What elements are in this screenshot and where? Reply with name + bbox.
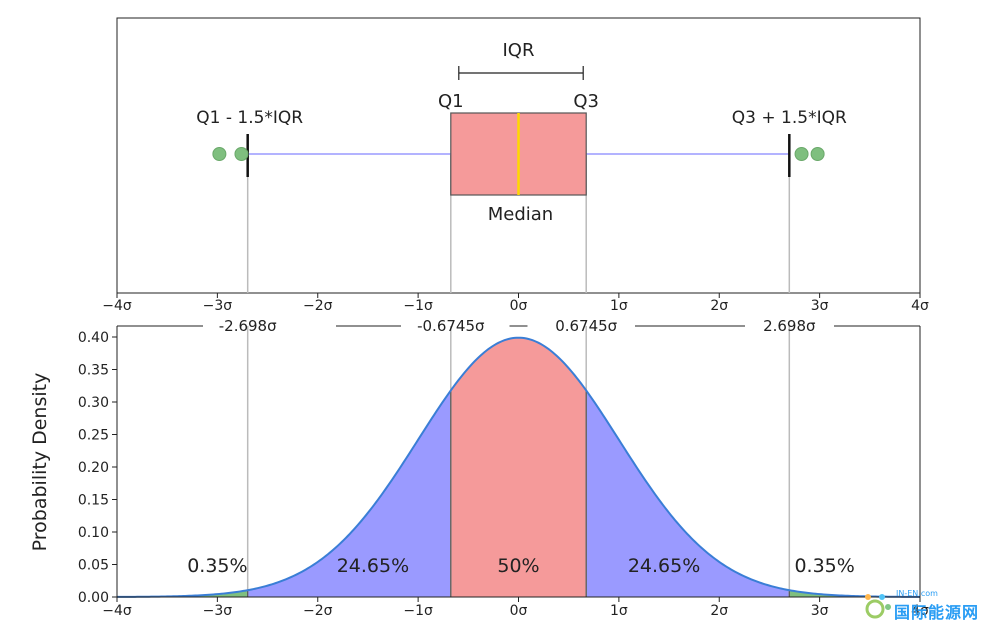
watermark-logo [865,594,891,619]
density-region-2 [450,337,587,597]
boxplot-panel: IQR Q1 Q3 Q1 - 1.5*IQR Q3 + 1.5*IQR Median −4σ… [102,17,929,314]
q1-label: Q1 [438,91,464,112]
density-x-tick-label: −1σ [403,603,433,619]
outlier-point-2 [794,147,809,161]
box-x-tick-label: −3σ [203,298,233,314]
density-x-tick-label: 3σ [811,603,829,619]
region-percent-label-3: 24.65% [628,555,700,577]
region-percent-label-1: 24.65% [337,555,409,577]
density-y-tick-label: 0.30 [78,395,109,411]
box-x-tick-label: 2σ [710,298,728,314]
density-x-tick-label: −4σ [102,603,132,619]
box-x-tick-label: 4σ [911,298,929,314]
density-y-tick-label: 0.40 [78,330,109,346]
density-x-tick-label: 0σ [510,603,528,619]
density-y-axis-label: Probability Density [29,373,51,552]
boundary-label-0: -2.698σ [219,317,277,335]
boundary-label-3: 2.698σ [763,317,816,335]
boundary-label-2: 0.6745σ [555,317,617,335]
watermark-big-text: 国际能源网 [894,603,980,622]
outlier-point-3 [810,147,825,161]
density-y-tick-label: 0.05 [78,558,109,574]
density-x-tick-label: −2σ [303,603,333,619]
box-x-tick-label: −1σ [403,298,433,314]
upper-fence-label: Q3 + 1.5*IQR [732,108,847,128]
density-y-tick-label: 0.15 [78,493,109,509]
density-x-tick-label: −3σ [203,603,233,619]
density-y-tick-label: 0.35 [78,363,109,379]
box-x-tick-label: 0σ [510,298,528,314]
box-x-tick-label: −4σ [102,298,132,314]
outlier-point-0 [212,147,227,161]
density-x-tick-label: 4σ [911,603,929,619]
density-curve [117,336,920,598]
density-region-3 [586,390,790,597]
density-y-tick-label: 0.00 [78,590,109,606]
density-x-tick-label: 1σ [610,603,628,619]
density-x-tick-label: 2σ [710,603,728,619]
median-label: Median [488,204,553,225]
region-percent-label-2: 50% [497,555,539,577]
region-percent-label-0: 0.35% [187,555,247,577]
density-panel: -2.698σ -0.6745σ 0.6745σ 2.698σ 0.35% 24.65% 5… [29,317,929,619]
box-x-tick-label: 1σ [610,298,628,314]
density-y-tick-label: 0.10 [78,525,109,541]
boundary-label-1: -0.6745σ [417,317,485,335]
region-percent-label-4: 0.35% [794,555,854,577]
watermark-small-text: IN-EN.com [896,589,938,598]
box-x-tick-label: 3σ [811,298,829,314]
q3-label: Q3 [573,91,599,112]
box-x-tick-label: −2σ [303,298,333,314]
lower-fence-label: Q1 - 1.5*IQR [196,108,303,128]
watermark: IN-EN.com 国际能源网 [854,587,994,623]
iqr-label: IQR [503,40,535,61]
density-region-1 [247,390,451,597]
density-y-tick-label: 0.20 [78,460,109,476]
density-y-tick-label: 0.25 [78,428,109,444]
outlier-point-1 [234,147,249,161]
